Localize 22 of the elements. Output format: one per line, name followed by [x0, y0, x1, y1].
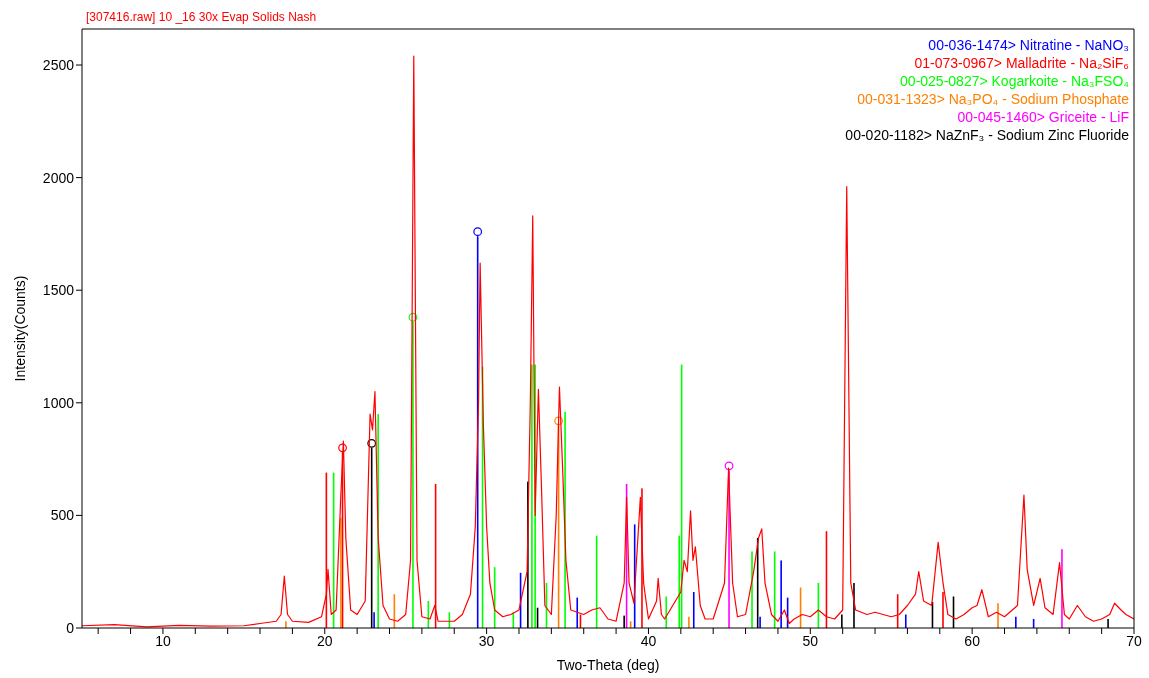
- text: 00-025-0827> Kogarkoite - Na₃FSO₄: [899, 72, 1129, 90]
- y-axis-title: Intensity(Counts): [11, 275, 28, 382]
- text: 00-036-1474> Nitratine - NaNO₃: [927, 36, 1129, 54]
- x-axis-title: Two-Theta (deg): [556, 657, 660, 673]
- y-tick-label: 1000: [42, 394, 75, 411]
- text: 01-073-0967> Malladrite - Na₂SiF₆: [913, 54, 1129, 72]
- x-tick-label: 60: [964, 632, 981, 649]
- y-tick-label: 2500: [42, 57, 75, 73]
- x-tick-label: 40: [640, 632, 657, 649]
- x-tick-label: 70: [1126, 632, 1142, 649]
- x-tick-label: 20: [316, 632, 333, 649]
- chart-title: [307416.raw] 10 _16 30x Evap Solids Nash: [86, 10, 317, 24]
- y-tick-label: 0: [66, 619, 75, 636]
- x-tick-label: 30: [478, 632, 495, 649]
- x-tick-label: 10: [155, 632, 171, 649]
- text: 00-020-1182> NaZnF₃ - Sodium Zinc Fluoride: [845, 126, 1129, 144]
- text: 00-045-1460> Griceite - LiF: [956, 108, 1129, 126]
- text: 00-031-1323> Na₃PO₄ - Sodium Phosphate: [856, 90, 1129, 108]
- y-tick-label: 500: [50, 507, 75, 524]
- y-tick-label: 1500: [42, 282, 75, 299]
- y-tick-label: 2000: [42, 169, 75, 186]
- x-tick-label: 50: [802, 632, 819, 649]
